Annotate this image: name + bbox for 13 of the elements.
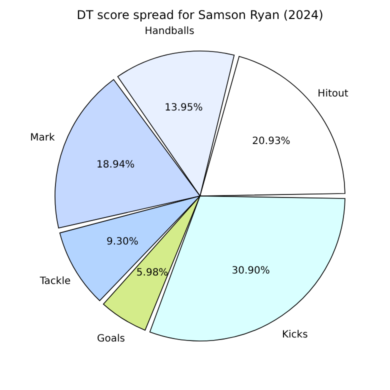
slice-label: Goals [96,333,125,344]
slice-label: Mark [30,132,56,144]
data-label: 5.98% [136,267,168,278]
chart-title: DT score spread for Samson Ryan (2024) [76,8,324,22]
data-label: 18.94% [96,160,135,171]
data-label: 30.90% [232,265,270,276]
data-label: 9.30% [106,236,138,248]
slice-label: Kicks [282,330,308,341]
slice-label: Handballs [144,26,194,37]
slice-label: Hitout [318,88,348,100]
data-label: 20.93% [252,136,290,147]
slice-label: Tackle [38,276,71,288]
data-label: 13.95% [164,102,203,114]
